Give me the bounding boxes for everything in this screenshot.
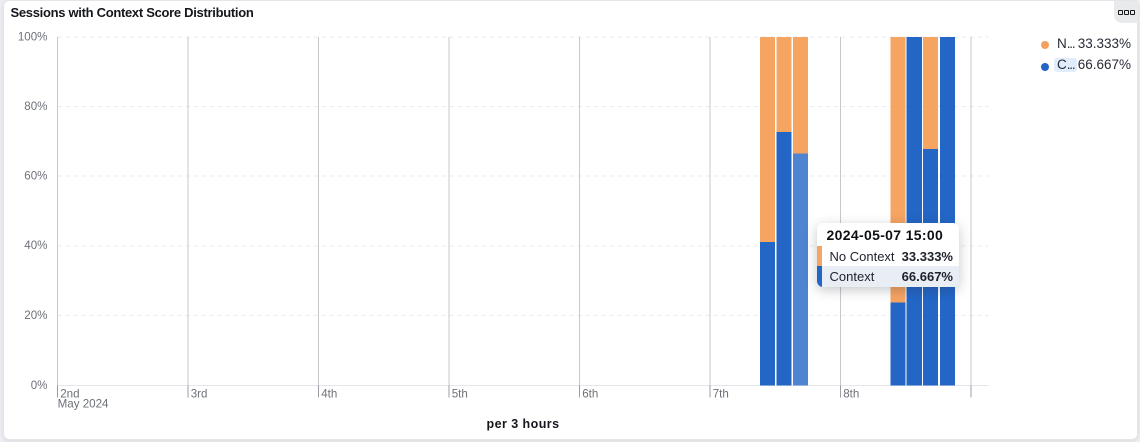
svg-text:20%: 20% [24,309,47,322]
svg-text:May 2024: May 2024 [58,398,109,411]
svg-text:5th: 5th [452,387,468,400]
svg-text:60%: 60% [24,170,47,183]
svg-text:40%: 40% [24,239,47,252]
svg-text:100%: 100% [18,30,48,43]
svg-text:8th: 8th [843,387,859,400]
svg-text:2nd: 2nd [60,387,79,400]
svg-text:4th: 4th [321,387,337,400]
svg-text:0%: 0% [31,379,48,392]
svg-text:6th: 6th [582,387,598,400]
svg-text:80%: 80% [24,100,47,113]
svg-text:7th: 7th [713,387,729,400]
svg-text:3rd: 3rd [191,387,208,400]
